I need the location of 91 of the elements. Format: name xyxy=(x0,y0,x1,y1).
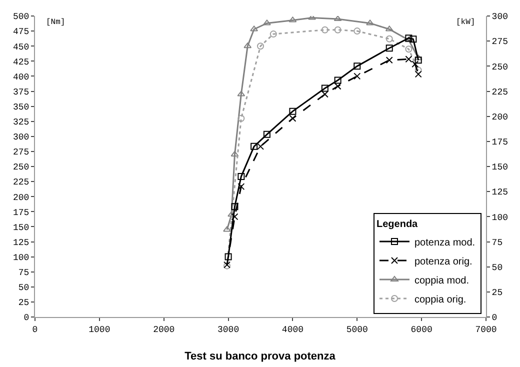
point xyxy=(405,46,412,53)
point xyxy=(237,90,246,96)
point xyxy=(414,70,422,78)
y-tick-label: 100 xyxy=(12,252,30,263)
y2-tick-label: 25 xyxy=(492,288,503,298)
y-tick-label: 150 xyxy=(12,222,30,233)
point xyxy=(263,130,270,138)
point xyxy=(231,203,238,210)
point xyxy=(321,90,328,98)
y-tick-label: 425 xyxy=(12,57,30,68)
y2-tick-label: 225 xyxy=(492,87,508,98)
point xyxy=(238,173,245,180)
y-tick-label: 25 xyxy=(18,298,30,308)
legend-label: potenza orig. xyxy=(414,256,472,268)
y-tick-label: 500 xyxy=(12,12,30,22)
legend-label: coppia mod. xyxy=(414,275,469,286)
y2-tick-label: 125 xyxy=(492,188,508,198)
y-tick-label: 250 xyxy=(12,162,30,173)
y2-tick-label: 250 xyxy=(492,62,508,72)
point xyxy=(250,26,258,32)
point xyxy=(223,226,231,232)
point xyxy=(257,42,264,50)
point xyxy=(288,16,297,22)
point xyxy=(412,60,419,68)
y-tick-label: 0 xyxy=(24,313,30,324)
y-tick-label: 350 xyxy=(12,102,30,112)
point xyxy=(354,28,361,35)
text: Test su banco prova potenza xyxy=(184,350,336,363)
point xyxy=(386,44,393,52)
y-tick-label: 400 xyxy=(12,72,30,82)
x-tick-label: 3000 xyxy=(217,324,240,335)
y-tick-label: 200 xyxy=(12,192,30,203)
point xyxy=(238,114,245,122)
point xyxy=(354,72,361,80)
point xyxy=(228,211,236,217)
y-tick-label: 50 xyxy=(18,283,30,294)
y2-tick-label: 50 xyxy=(492,262,503,273)
point xyxy=(414,66,422,74)
point xyxy=(334,82,342,90)
x-tick-label: 1000 xyxy=(88,324,110,335)
y-tick-label: 375 xyxy=(12,87,30,98)
point xyxy=(334,76,342,84)
point xyxy=(224,253,232,260)
point xyxy=(354,62,361,70)
y-tick-label: 325 xyxy=(12,118,30,128)
y2-tick-label: 175 xyxy=(492,138,508,148)
point xyxy=(385,26,394,32)
y2-tick-label: 200 xyxy=(492,112,508,122)
point xyxy=(414,54,422,60)
point xyxy=(250,142,258,150)
x-tick-label: 2000 xyxy=(153,324,175,335)
legend-title: Legenda xyxy=(376,218,418,230)
y-tick-label: 225 xyxy=(12,178,30,188)
y2-tick-label: 275 xyxy=(492,37,508,48)
point xyxy=(321,84,328,92)
y-tick-label: 475 xyxy=(12,27,30,38)
point xyxy=(414,56,422,64)
point xyxy=(405,56,412,63)
point xyxy=(270,30,277,38)
legend-label: potenza mod. xyxy=(414,237,476,248)
y-tick-label: 175 xyxy=(12,208,30,218)
y2-tick-label: 0 xyxy=(492,313,498,324)
x-tick-label: 0 xyxy=(32,324,38,335)
y2-tick-label: 100 xyxy=(492,212,508,223)
y2-tick-label: 150 xyxy=(492,162,508,173)
point xyxy=(334,26,342,34)
y-tick-label: 125 xyxy=(12,238,30,248)
y-tick-label: 300 xyxy=(12,132,30,143)
point xyxy=(231,213,238,220)
x-tick-label: 6000 xyxy=(410,324,432,335)
point xyxy=(410,36,417,43)
y2-axis-title: [kW] xyxy=(456,18,476,27)
point xyxy=(386,56,393,64)
x-tick-label: 4000 xyxy=(282,324,304,335)
point xyxy=(289,108,296,115)
y2-tick-label: 300 xyxy=(492,12,508,22)
legend-label: coppia orig. xyxy=(414,294,466,306)
point xyxy=(244,42,252,48)
y-tick-label: 450 xyxy=(12,42,30,52)
point xyxy=(230,150,239,156)
point xyxy=(386,35,393,42)
y-tick-label: 75 xyxy=(18,268,30,278)
x-tick-label: 7000 xyxy=(475,324,497,335)
x-tick-label: 5000 xyxy=(346,324,368,335)
point xyxy=(321,26,328,34)
y-axis-title: [Nm] xyxy=(46,18,66,27)
point xyxy=(366,20,374,26)
point xyxy=(257,142,264,150)
point xyxy=(262,20,271,26)
y-tick-label: 275 xyxy=(12,148,30,158)
y2-tick-label: 75 xyxy=(492,238,503,248)
